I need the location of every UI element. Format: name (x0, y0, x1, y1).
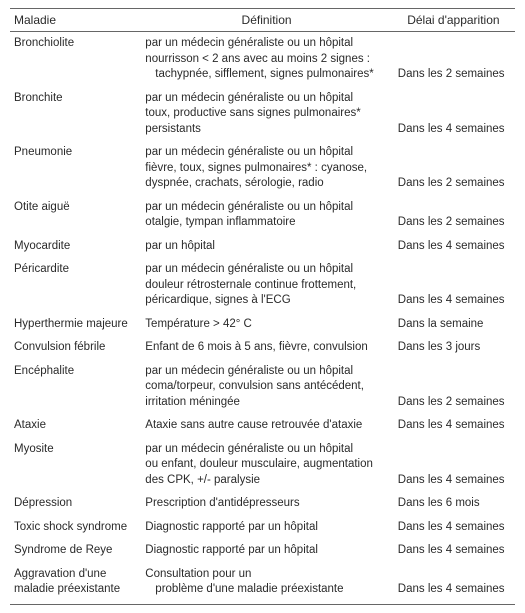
definition-line: par un médecin généraliste ou un hôpital (145, 364, 388, 380)
definition-line: Ataxie sans autre cause retrouvée d'atax… (145, 418, 388, 434)
cell-definition: Température > 42° C (141, 313, 394, 337)
table-row: Bronchitepar un médecin généraliste ou u… (10, 87, 515, 142)
cell-maladie: Hyperthermie majeure (10, 313, 141, 337)
definition-line: ou enfant, douleur musculaire, augmentat… (145, 457, 388, 473)
definition-line: nourrisson < 2 ans avec au moins 2 signe… (145, 52, 388, 68)
definition-line: par un médecin généraliste ou un hôpital (145, 145, 388, 161)
cell-delai: Dans les 2 semaines (394, 196, 515, 235)
definition-line: fièvre, toux, signes pulmonaires* : cyan… (145, 161, 388, 177)
definition-line: Prescription d'antidépresseurs (145, 496, 388, 512)
cell-delai: Dans les 2 semaines (394, 141, 515, 196)
definition-line: douleur rétrosternale continue frottemen… (145, 278, 388, 294)
cell-delai: Dans les 3 jours (394, 336, 515, 360)
cell-definition: Prescription d'antidépresseurs (141, 492, 394, 516)
cell-delai: Dans les 4 semaines (394, 563, 515, 605)
cell-delai: Dans les 4 semaines (394, 539, 515, 563)
definition-line: péricardique, signes à l'ECG (145, 293, 388, 309)
table-row: AtaxieAtaxie sans autre cause retrouvée … (10, 414, 515, 438)
table-row: Myocarditepar un hôpital Dans les 4 semai… (10, 235, 515, 259)
header-row: Maladie Définition Délai d'apparition (10, 9, 515, 32)
cell-definition: Enfant de 6 mois à 5 ans, fièvre, convul… (141, 336, 394, 360)
cell-definition: Consultation pour unproblème d'une malad… (141, 563, 394, 605)
cell-definition: par un médecin généraliste ou un hôpital… (141, 196, 394, 235)
cell-maladie: Myosite (10, 438, 141, 493)
definition-line: par un hôpital (145, 239, 388, 255)
table-row: DépressionPrescription d'antidépresseurs… (10, 492, 515, 516)
col-header-definition: Définition (141, 9, 394, 32)
definition-line: otalgie, tympan inflammatoire (145, 215, 388, 231)
cell-delai: Dans les 4 semaines (394, 414, 515, 438)
col-header-delai: Délai d'apparition (394, 9, 515, 32)
disease-definitions-table: Maladie Définition Délai d'apparition Br… (10, 8, 515, 605)
table-row: Toxic shock syndromeDiagnostic rapporté … (10, 516, 515, 540)
definition-line: irritation méningée (145, 395, 388, 411)
cell-maladie: Encéphalite (10, 360, 141, 415)
cell-delai: Dans la semaine (394, 313, 515, 337)
definition-line: par un médecin généraliste ou un hôpital (145, 36, 388, 52)
definition-line: tachypnée, sifflement, signes pulmonaire… (145, 67, 388, 83)
cell-definition: par un médecin généraliste ou un hôpital… (141, 438, 394, 493)
table-row: Syndrome de ReyeDiagnostic rapporté par … (10, 539, 515, 563)
cell-delai: Dans les 4 semaines (394, 258, 515, 313)
table-row: Péricarditepar un médecin généraliste ou… (10, 258, 515, 313)
cell-definition: par un médecin généraliste ou un hôpital… (141, 258, 394, 313)
definition-line: par un médecin généraliste ou un hôpital (145, 200, 388, 216)
cell-definition: Diagnostic rapporté par un hôpital (141, 516, 394, 540)
table-row: Hyperthermie majeureTempérature > 42° C D… (10, 313, 515, 337)
definition-line: par un médecin généraliste ou un hôpital (145, 91, 388, 107)
definition-line: Consultation pour un (145, 567, 388, 583)
cell-delai: Dans les 4 semaines (394, 516, 515, 540)
definition-line: persistants (145, 122, 388, 138)
definition-line: toux, productive sans signes pulmonaires… (145, 106, 388, 122)
cell-delai: Dans les 4 semaines (394, 87, 515, 142)
cell-definition: Ataxie sans autre cause retrouvée d'atax… (141, 414, 394, 438)
table-body: Bronchiolitepar un médecin généraliste o… (10, 32, 515, 605)
table-row: Convulsion fébrileEnfant de 6 mois à 5 a… (10, 336, 515, 360)
cell-maladie: Bronchite (10, 87, 141, 142)
cell-delai: Dans les 2 semaines (394, 360, 515, 415)
definition-line: Enfant de 6 mois à 5 ans, fièvre, convul… (145, 340, 388, 356)
definition-line: dyspnée, crachats, sérologie, radio (145, 176, 388, 192)
col-header-maladie: Maladie (10, 9, 141, 32)
table-row: Aggravation d'une maladie préexistanteCo… (10, 563, 515, 605)
cell-maladie: Myocardite (10, 235, 141, 259)
cell-definition: par un hôpital (141, 235, 394, 259)
cell-delai: Dans les 6 mois (394, 492, 515, 516)
definition-line: par un médecin généraliste ou un hôpital (145, 262, 388, 278)
table-row: Bronchiolitepar un médecin généraliste o… (10, 32, 515, 87)
cell-maladie: Pneumonie (10, 141, 141, 196)
table-row: Myositepar un médecin généraliste ou un … (10, 438, 515, 493)
cell-delai: Dans les 2 semaines (394, 32, 515, 87)
cell-maladie: Syndrome de Reye (10, 539, 141, 563)
definition-line: Diagnostic rapporté par un hôpital (145, 543, 388, 559)
table-row: Encéphalitepar un médecin généraliste ou… (10, 360, 515, 415)
cell-maladie: Aggravation d'une maladie préexistante (10, 563, 141, 605)
table-row: Pneumoniepar un médecin généraliste ou u… (10, 141, 515, 196)
table-row: Otite aiguëpar un médecin généraliste ou… (10, 196, 515, 235)
cell-maladie: Ataxie (10, 414, 141, 438)
definition-line: Température > 42° C (145, 317, 388, 333)
cell-definition: par un médecin généraliste ou un hôpital… (141, 87, 394, 142)
cell-delai: Dans les 4 semaines (394, 235, 515, 259)
cell-definition: par un médecin généraliste ou un hôpital… (141, 32, 394, 87)
cell-definition: par un médecin généraliste ou un hôpital… (141, 141, 394, 196)
cell-delai: Dans les 4 semaines (394, 438, 515, 493)
definition-line: des CPK, +/- paralysie (145, 473, 388, 489)
definition-line: Diagnostic rapporté par un hôpital (145, 520, 388, 536)
cell-definition: Diagnostic rapporté par un hôpital (141, 539, 394, 563)
definition-line: par un médecin généraliste ou un hôpital (145, 442, 388, 458)
cell-maladie: Otite aiguë (10, 196, 141, 235)
cell-maladie: Péricardite (10, 258, 141, 313)
cell-definition: par un médecin généraliste ou un hôpital… (141, 360, 394, 415)
definition-line: coma/torpeur, convulsion sans antécédent… (145, 379, 388, 395)
cell-maladie: Dépression (10, 492, 141, 516)
cell-maladie: Bronchiolite (10, 32, 141, 87)
definition-line: problème d'une maladie préexistante (145, 582, 388, 598)
cell-maladie: Toxic shock syndrome (10, 516, 141, 540)
cell-maladie: Convulsion fébrile (10, 336, 141, 360)
